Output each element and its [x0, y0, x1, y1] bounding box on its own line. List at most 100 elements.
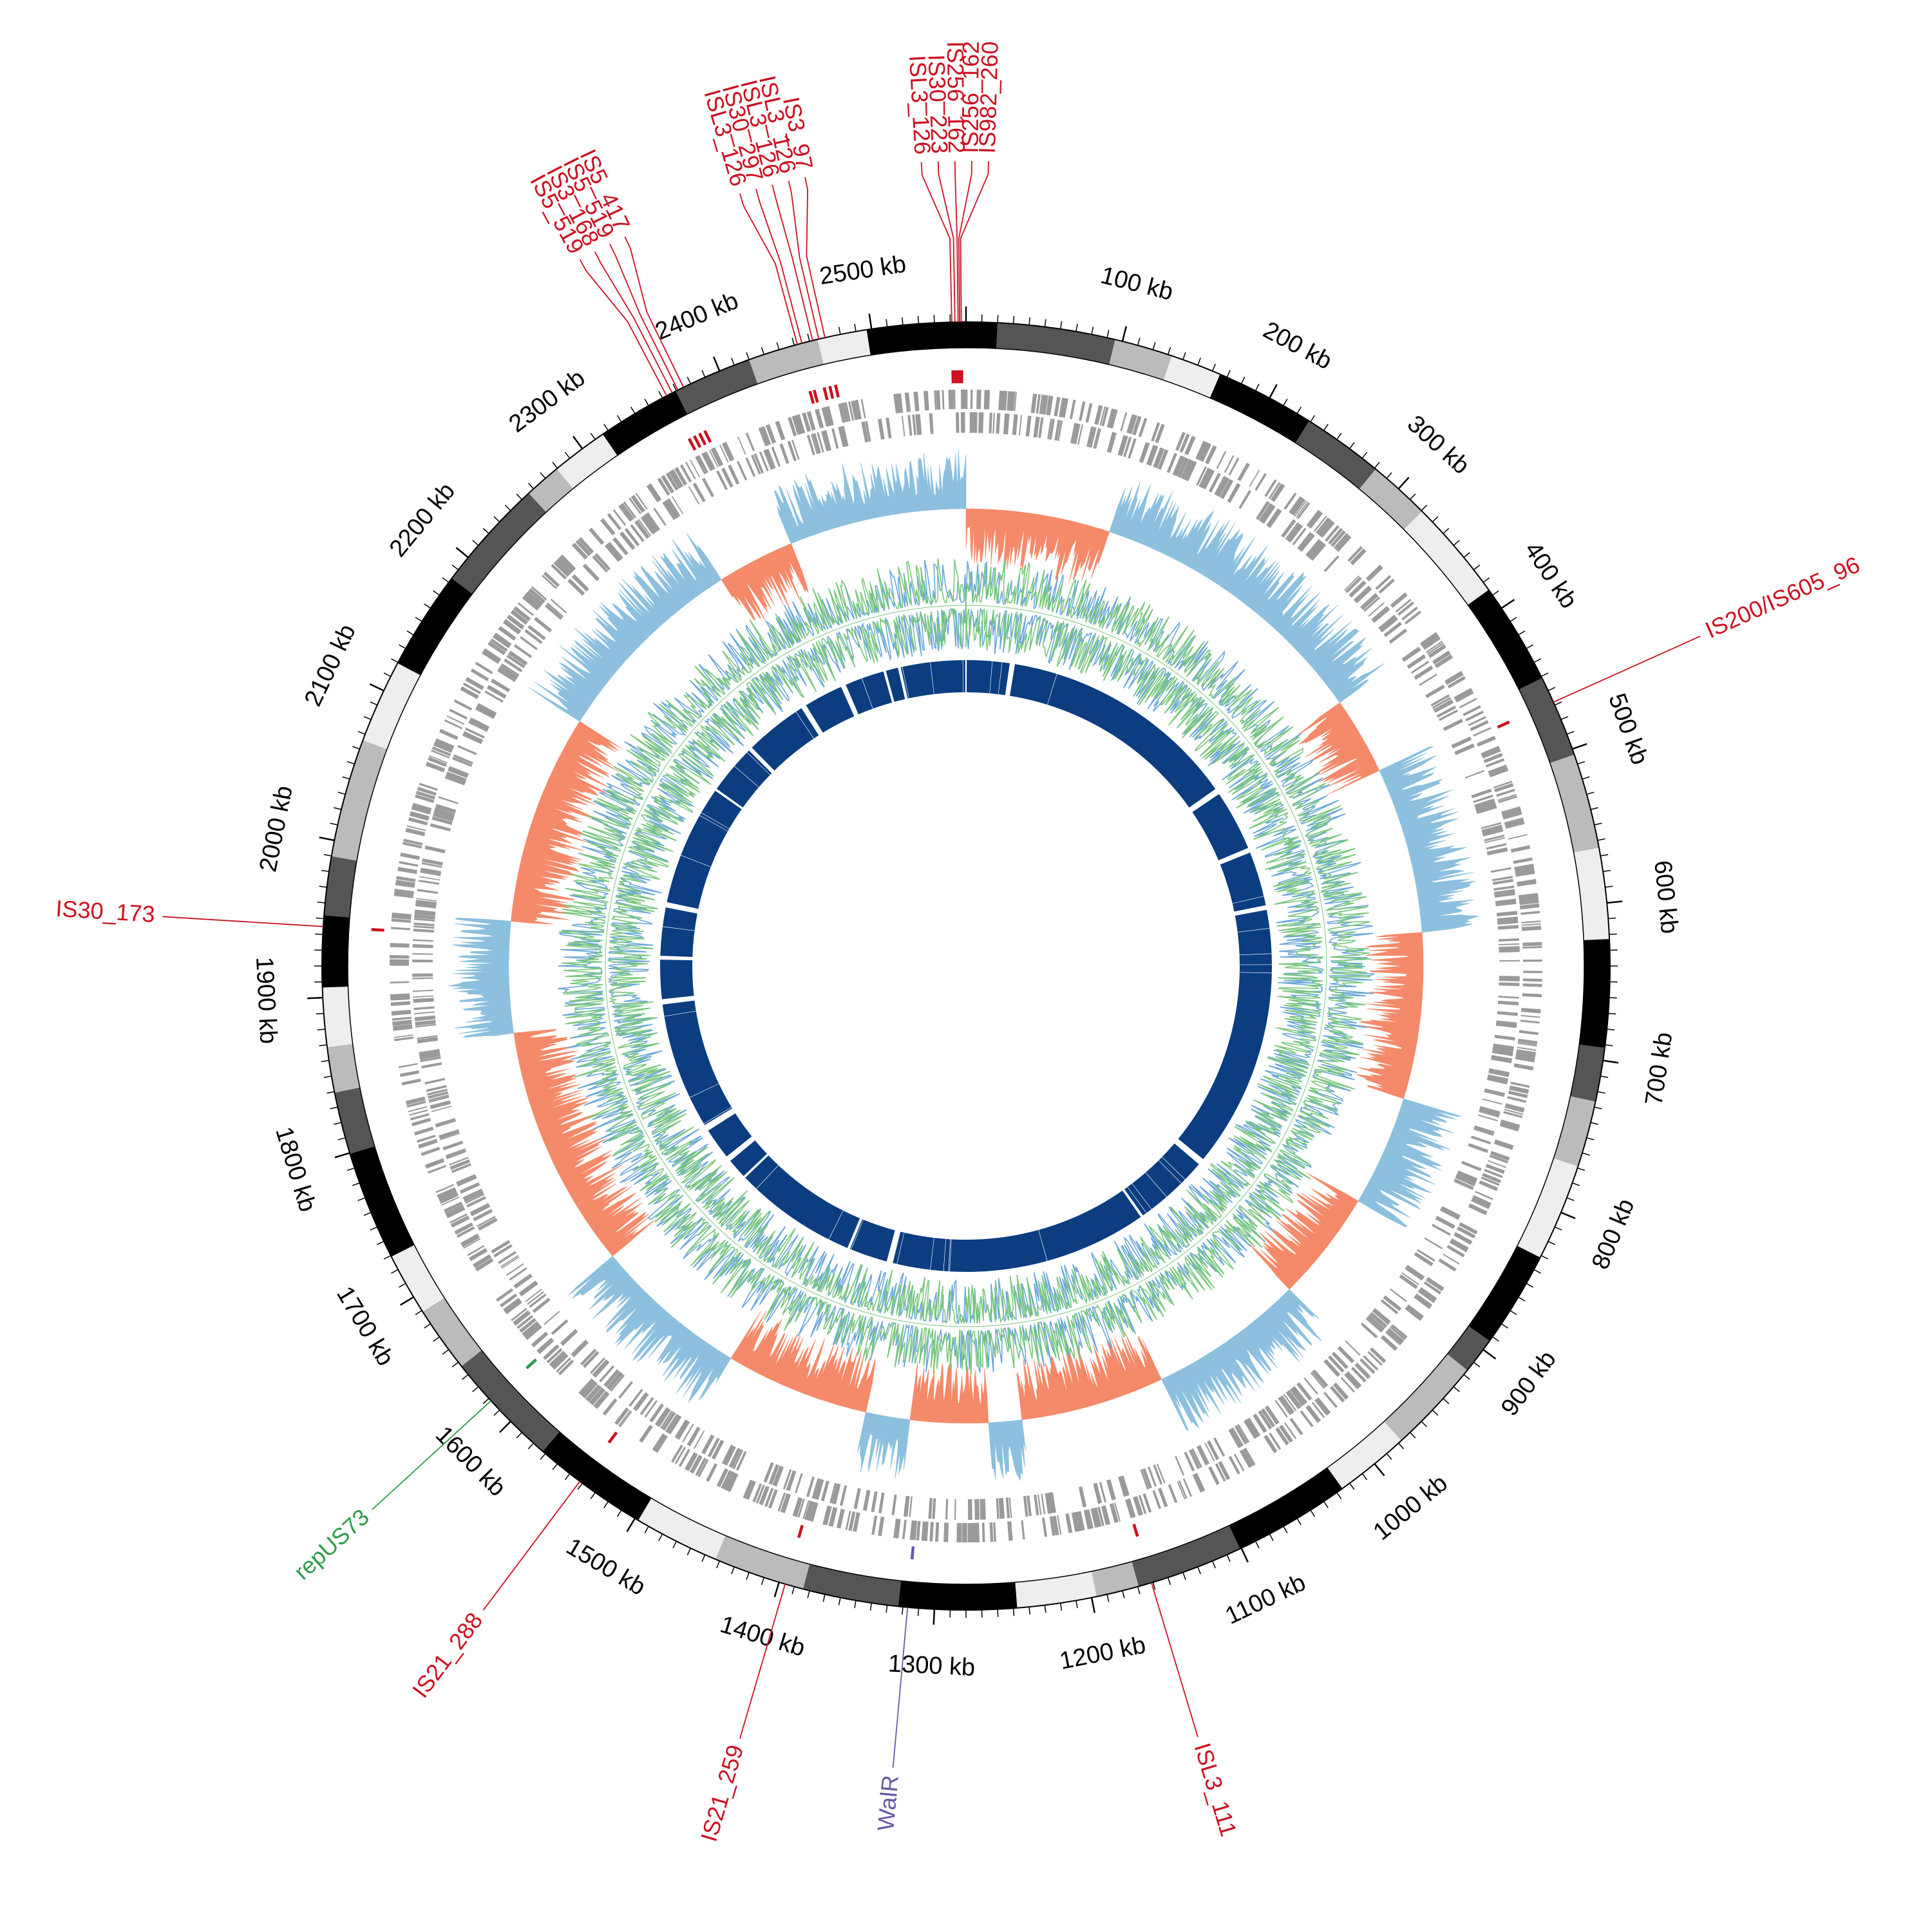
- cds-feature: [1293, 1386, 1307, 1404]
- tick-mark: [552, 1463, 558, 1470]
- tick-mark: [334, 1122, 342, 1125]
- cds-feature: [663, 500, 678, 520]
- cds-feature: [791, 439, 800, 460]
- cds-feature: [745, 457, 756, 477]
- cds-feature: [1198, 468, 1211, 488]
- tick-mark: [1554, 1226, 1562, 1231]
- tick-mark: [1600, 854, 1609, 857]
- feature-label: IS256_162: [956, 41, 983, 153]
- tick-mark: [516, 1432, 523, 1439]
- cds-feature: [1454, 1232, 1472, 1245]
- cds-feature: [1285, 522, 1299, 540]
- tick-mark: [317, 1028, 325, 1030]
- tick-label: 300 kb: [1402, 410, 1475, 480]
- tick-mark: [1386, 1453, 1392, 1460]
- cds-feature: [1220, 478, 1233, 498]
- cds-feature: [1146, 444, 1155, 465]
- feature-label: IS256_162: [942, 41, 970, 154]
- tick-mark: [1269, 384, 1278, 399]
- tick-mark: [1582, 1152, 1590, 1156]
- cds-feature: [469, 1203, 490, 1216]
- cds-feature: [797, 1499, 805, 1518]
- cds-feature: [1477, 1114, 1499, 1122]
- tick-mark: [1590, 1122, 1598, 1125]
- cds-feature: [1096, 405, 1103, 425]
- cds-feature: [1519, 893, 1539, 898]
- cds-feature: [446, 772, 467, 781]
- cds-feature: [1464, 770, 1485, 779]
- cds-feature: [1498, 938, 1520, 942]
- cds-feature: [431, 1105, 452, 1112]
- cds-feature: [1291, 498, 1305, 516]
- cds-feature: [1101, 1506, 1108, 1526]
- cds-feature: [817, 432, 824, 453]
- tick-mark: [363, 716, 372, 721]
- cds-feature: [1043, 395, 1048, 415]
- cds-feature: [690, 459, 700, 477]
- cds-feature: [473, 1209, 493, 1222]
- cds-feature: [390, 963, 410, 966]
- cds-feature: [1041, 1493, 1046, 1515]
- feature-label: IS21_288: [407, 1607, 488, 1703]
- cds-feature: [550, 598, 567, 614]
- cds-feature: [1454, 688, 1473, 701]
- cds-feature: [1420, 632, 1438, 646]
- tick-mark: [1443, 1398, 1450, 1405]
- cds-feature: [448, 767, 469, 779]
- cds-feature: [671, 496, 684, 515]
- cds-ring: [390, 390, 1542, 1542]
- cds-feature: [493, 632, 512, 647]
- contig-segment: [898, 1580, 1018, 1611]
- cds-feature: [1493, 885, 1515, 890]
- cds-feature: [470, 668, 489, 681]
- cds-feature: [1509, 1088, 1529, 1094]
- cds-feature: [812, 433, 821, 454]
- cds-feature: [1508, 1090, 1528, 1097]
- blast-hit-gap: [1235, 908, 1267, 915]
- cds-feature: [856, 400, 861, 419]
- cds-feature: [1520, 911, 1540, 915]
- cds-feature: [488, 641, 506, 656]
- cds-feature: [421, 1146, 440, 1157]
- cds-feature: [1168, 1484, 1178, 1504]
- tick-mark: [1075, 1600, 1078, 1609]
- cds-feature: [1515, 870, 1535, 877]
- cds-feature: [928, 1498, 933, 1519]
- contig-segment: [556, 434, 618, 489]
- cds-feature: [791, 415, 801, 435]
- contig-segment: [1579, 939, 1610, 1048]
- cds-feature: [1207, 1440, 1220, 1461]
- blast-hit-block: [662, 1000, 732, 1126]
- tick-mark: [527, 1443, 534, 1450]
- cds-feature: [1268, 482, 1281, 500]
- blast-hit-gap: [795, 712, 814, 739]
- cds-feature: [440, 1132, 460, 1141]
- tick-label: 1100 kb: [1221, 1569, 1310, 1630]
- cds-feature: [415, 903, 437, 909]
- tick-mark: [472, 540, 479, 546]
- cds-feature: [1148, 1466, 1157, 1487]
- cds-feature: [1481, 1176, 1500, 1186]
- cds-feature: [1328, 1355, 1345, 1373]
- cds-feature: [1051, 1492, 1057, 1513]
- blast-hit-block: [1010, 664, 1216, 808]
- cds-feature: [1305, 1405, 1320, 1423]
- tick-mark: [1492, 590, 1499, 596]
- contig-segment: [638, 1498, 726, 1560]
- tick-mark: [869, 1603, 873, 1611]
- tick-mark: [838, 1597, 841, 1605]
- cds-feature: [820, 430, 830, 451]
- cds-feature: [759, 451, 769, 471]
- cds-feature: [685, 462, 696, 480]
- tick-mark: [399, 644, 406, 649]
- cds-feature: [1395, 598, 1412, 613]
- blast-hit-gap: [851, 1219, 864, 1250]
- cds-feature: [612, 537, 629, 556]
- cds-feature: [761, 426, 772, 446]
- cds-feature: [918, 413, 922, 435]
- tick-mark: [1608, 917, 1616, 920]
- tick-label: 2400 kb: [652, 287, 743, 346]
- cds-feature: [1155, 424, 1165, 444]
- blast-hit-block: [1192, 793, 1249, 860]
- gc-skew-negative-alt: [607, 605, 1324, 1325]
